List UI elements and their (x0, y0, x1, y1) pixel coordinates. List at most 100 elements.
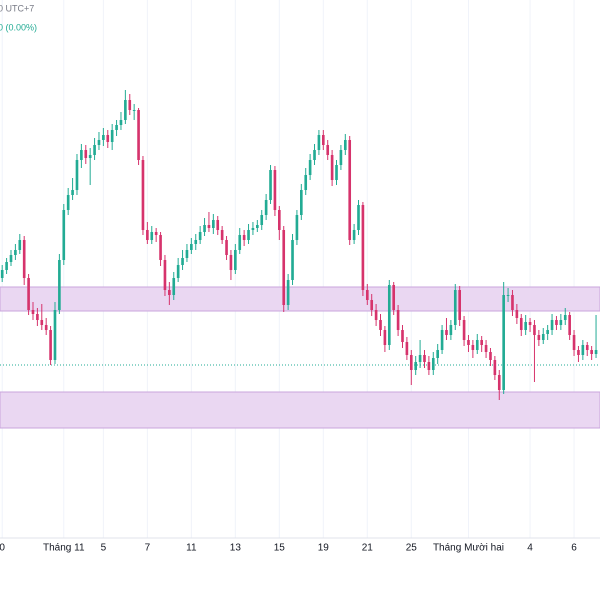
candle-body (269, 170, 272, 200)
candle-body (238, 235, 242, 250)
candle-body (128, 100, 132, 110)
candle-body (207, 225, 211, 228)
candle-body (172, 278, 176, 295)
x-tick-label: 15 (274, 543, 286, 554)
candle-body (154, 232, 158, 235)
candle-body (431, 358, 435, 370)
candle-body (203, 225, 206, 232)
candle-body (321, 135, 325, 145)
candle-body (396, 310, 400, 330)
candle-body (75, 160, 79, 190)
candle-body (304, 175, 308, 190)
x-tick-label: 11 (186, 543, 197, 554)
candle-body (159, 235, 162, 260)
candle-body (467, 340, 470, 345)
candle-body (555, 320, 558, 325)
candle-body (357, 205, 360, 230)
candle-body (581, 345, 585, 355)
candle-body (559, 320, 563, 325)
candle-body (264, 200, 268, 215)
candle-body (423, 355, 426, 362)
candle-body (563, 315, 567, 320)
candle-body (594, 350, 598, 354)
candle-body (387, 285, 391, 345)
candle-body (71, 190, 74, 195)
candle-body (519, 318, 523, 330)
candle-body (348, 140, 352, 240)
candle-body (335, 165, 338, 180)
candle-body (278, 210, 281, 230)
candle-body (480, 340, 483, 345)
candle-body (405, 342, 409, 355)
candle-body (27, 278, 30, 310)
candle-body (568, 315, 571, 335)
candle-body (313, 150, 316, 160)
candle-body (150, 232, 154, 240)
candle-body (300, 190, 303, 215)
candle-body (541, 334, 545, 340)
candle-body (401, 330, 404, 342)
candle-body (585, 345, 589, 350)
candle-body (440, 330, 444, 350)
candle-body (31, 310, 35, 314)
candle-body (489, 352, 492, 360)
x-tick-label: 6 (571, 543, 577, 554)
candle-body (115, 125, 118, 130)
candle-body (506, 295, 510, 296)
candle-body (62, 210, 66, 260)
candle-body (590, 350, 593, 354)
x-tick-label: 25 (406, 543, 418, 554)
candle-body (445, 330, 448, 335)
candle-body (146, 230, 149, 240)
candle-body (282, 230, 286, 305)
candle-body (137, 110, 140, 160)
candle-body (493, 360, 497, 375)
candle-body (220, 230, 224, 240)
zone (0, 391, 600, 429)
candle-body (181, 258, 184, 265)
x-tick-label: 7 (145, 543, 151, 554)
candle-body (119, 120, 123, 125)
candle-body (339, 150, 343, 165)
zone (0, 286, 600, 312)
candle-body (414, 362, 418, 370)
x-tick-label: Tháng Mười hai (433, 543, 504, 554)
candle-body (295, 215, 299, 240)
candle-body (458, 290, 461, 320)
x-tick-label: 5 (101, 543, 107, 554)
candle-body (546, 330, 549, 334)
candle-body (511, 295, 514, 310)
candle-body (18, 240, 22, 250)
candle-body (198, 232, 202, 240)
x-tick-label: 21 (362, 543, 374, 554)
candle-body (53, 310, 57, 360)
candle-body (260, 215, 264, 225)
candle-body (524, 322, 527, 330)
candle-body (370, 300, 374, 310)
candle-body (66, 195, 70, 210)
candle-body (225, 240, 228, 255)
candle-body (273, 170, 277, 210)
candle-body (14, 250, 17, 255)
candle-body (343, 140, 347, 150)
candle-body (216, 220, 220, 230)
candle-body (141, 160, 145, 230)
candle-body (427, 362, 431, 370)
candle-body (168, 290, 171, 295)
candle-body (286, 280, 290, 305)
candle-body (436, 350, 440, 358)
candle-body (36, 314, 39, 320)
candle-body (251, 228, 255, 230)
candle-body (106, 135, 110, 142)
candle-body (229, 255, 233, 270)
candle-body (176, 265, 180, 278)
candle-body (572, 335, 576, 350)
candle-body (242, 235, 246, 240)
candle-body (256, 225, 259, 228)
candle-body (330, 155, 334, 180)
candle-body (80, 150, 83, 160)
candle-body (383, 330, 387, 345)
x-tick-label: 13 (230, 543, 242, 554)
candle-body (124, 100, 127, 120)
